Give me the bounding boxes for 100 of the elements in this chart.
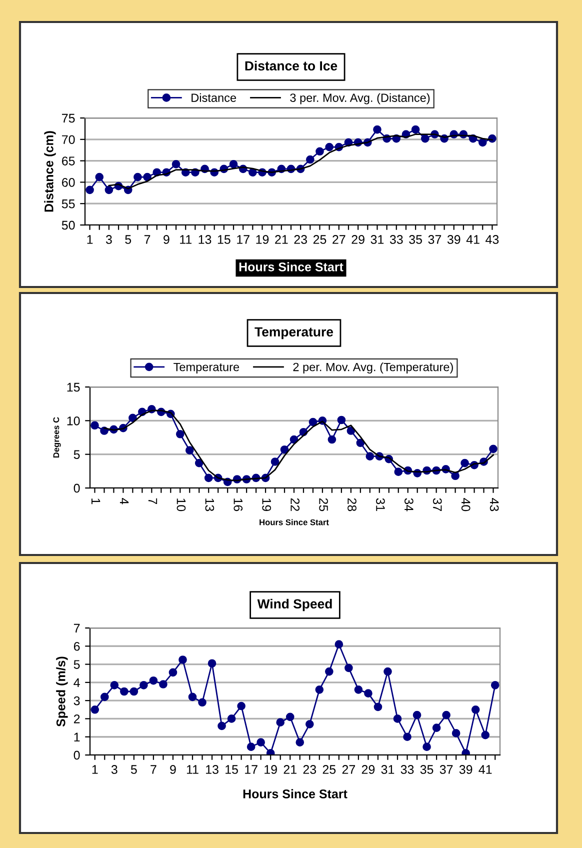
point — [130, 687, 138, 696]
x-tick-label: 41 — [466, 235, 480, 244]
x-tick-label: 31 — [381, 765, 394, 774]
point — [305, 720, 314, 728]
x-tick-label: 43 — [486, 235, 499, 244]
point — [481, 730, 490, 740]
x-tick-label: 21 — [275, 235, 288, 244]
y-axis-title: Degrees C — [53, 417, 61, 458]
y-axis-title: Speed (m/s) — [56, 656, 68, 727]
x-tick-label: 25 — [322, 765, 336, 774]
x-tick-label: 41 — [478, 765, 492, 774]
x-tick-label: 17 — [245, 765, 258, 774]
x-tick-label: 35 — [409, 235, 422, 244]
x-tick-label: 13 — [205, 498, 214, 512]
point — [280, 445, 289, 454]
point — [364, 689, 372, 698]
y-tick-label: 7 — [74, 624, 80, 633]
y-tick-label: 15 — [67, 382, 80, 392]
x-tick-label: 43 — [490, 498, 499, 512]
point — [227, 714, 236, 723]
point — [489, 444, 498, 454]
point — [172, 160, 180, 168]
x-tick-label: 31 — [376, 498, 385, 512]
x-tick-label: 1 — [92, 765, 98, 774]
point — [462, 749, 470, 755]
point — [134, 172, 142, 182]
point — [394, 468, 403, 476]
y-tick-label: 2 — [74, 714, 80, 724]
point — [374, 702, 382, 712]
y-tick-label: 75 — [62, 114, 75, 123]
x-tick-label: 15 — [218, 235, 230, 244]
x-tick-label: 3 — [106, 235, 112, 244]
x-tick-label: 28 — [348, 498, 356, 512]
point — [159, 680, 168, 688]
point — [90, 705, 100, 714]
point — [90, 421, 99, 430]
point — [432, 724, 441, 732]
point — [451, 472, 460, 480]
x-tick-label: 15 — [226, 765, 238, 774]
point — [176, 430, 184, 438]
point — [393, 714, 402, 723]
point — [110, 680, 119, 690]
point — [100, 692, 109, 702]
point — [478, 138, 487, 147]
x-tick-label: 5 — [130, 765, 137, 774]
point — [471, 705, 480, 714]
y-tick-label: 65 — [62, 156, 75, 166]
x-tick-label: 5 — [125, 235, 132, 244]
y-tick-label: 50 — [62, 220, 75, 230]
point — [168, 668, 178, 677]
x-axis-title: Hours Since Start — [260, 519, 329, 526]
point — [306, 155, 314, 164]
x-tick-label: 3 — [111, 765, 118, 774]
point — [198, 698, 206, 707]
x-tick-label: 4 — [120, 498, 129, 504]
point — [366, 452, 374, 461]
x-tick-label: 29 — [352, 235, 364, 244]
y-axis-title: Distance (cm) — [44, 131, 56, 212]
point — [104, 186, 114, 194]
x-tick-label: 13 — [198, 235, 212, 244]
point — [185, 446, 194, 454]
point — [246, 742, 256, 752]
y-tick-label: 3 — [74, 696, 80, 706]
point — [316, 147, 324, 156]
point — [286, 712, 294, 722]
point — [422, 742, 431, 752]
chart-title: Temperature — [254, 327, 334, 340]
x-tick-label: 9 — [164, 235, 170, 244]
x-tick-label: 37 — [428, 235, 442, 244]
x-tick-label: 21 — [284, 765, 296, 774]
point — [328, 435, 336, 444]
y-tick-label: 6 — [74, 642, 80, 651]
point — [149, 676, 158, 685]
point — [143, 172, 152, 182]
x-tick-label: 34 — [404, 498, 414, 512]
y-tick-label: 0 — [74, 484, 80, 493]
point — [344, 664, 353, 672]
x-tick-label: 17 — [237, 235, 250, 244]
y-tick-label: 1 — [74, 732, 80, 742]
point — [218, 722, 226, 730]
x-tick-label: 33 — [400, 765, 414, 774]
point — [420, 134, 430, 143]
x-tick-label: 13 — [206, 765, 218, 774]
legend-label: Temperature — [174, 362, 240, 374]
x-tick-label: 19 — [262, 498, 272, 512]
x-tick-label: 37 — [440, 765, 453, 774]
x-tick-label: 23 — [303, 765, 316, 774]
x-tick-label: 27 — [342, 765, 356, 774]
y-tick-label: 60 — [62, 178, 75, 187]
x-tick-label: 31 — [370, 235, 384, 244]
x-tick-label: 39 — [447, 235, 460, 244]
point — [337, 416, 346, 424]
x-tick-label: 11 — [186, 765, 198, 774]
x-tick-label: 7 — [144, 235, 150, 244]
y-tick-label: 0 — [74, 750, 80, 760]
x-tick-label: 1 — [87, 235, 93, 244]
point — [120, 687, 128, 696]
x-tick-label: 10 — [176, 498, 186, 512]
x-tick-label: 33 — [390, 235, 403, 244]
point — [178, 656, 187, 664]
